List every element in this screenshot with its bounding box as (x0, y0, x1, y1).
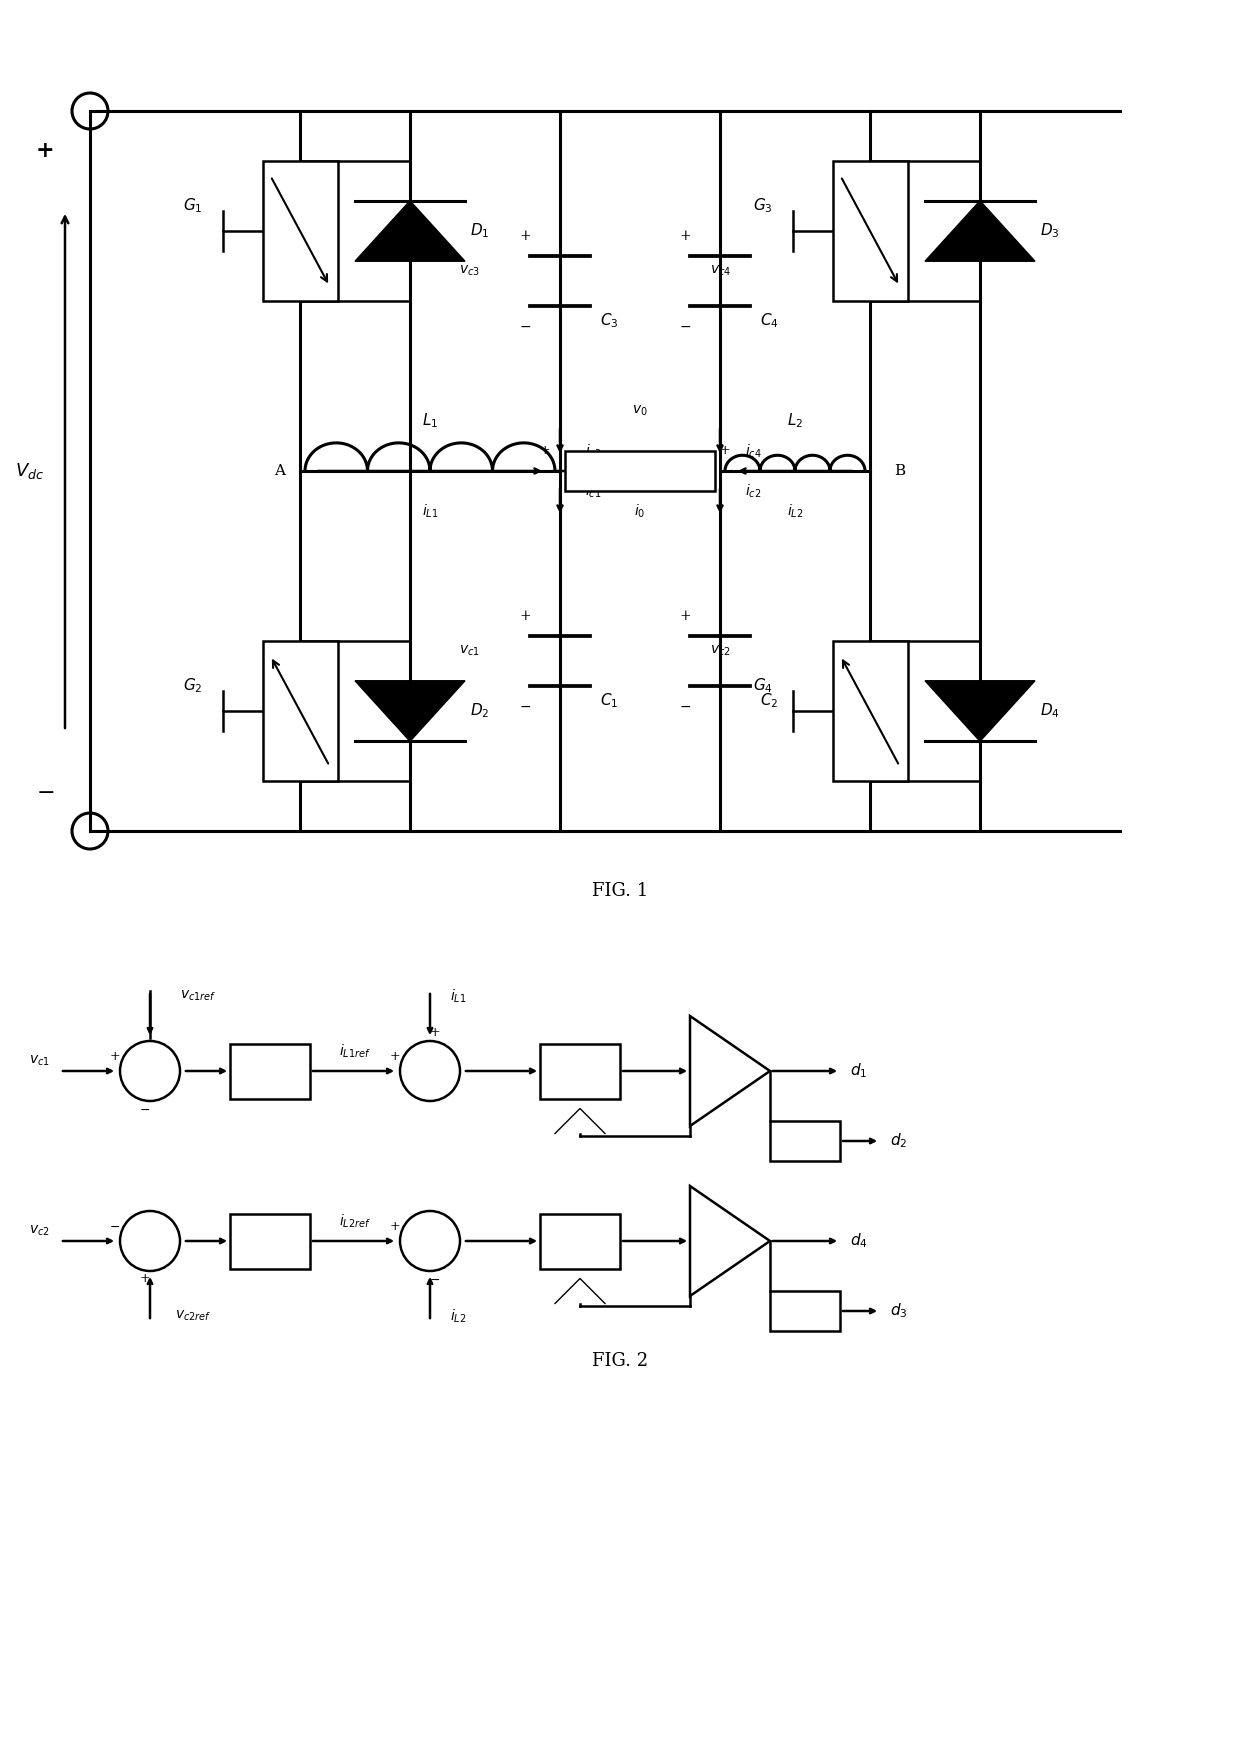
Text: +: + (701, 1045, 709, 1053)
Text: $C_3$: $C_3$ (600, 312, 619, 331)
Text: FIG. 2: FIG. 2 (591, 1353, 649, 1370)
Text: $G_1$: $G_1$ (182, 197, 202, 216)
Text: $i_{L1}$: $i_{L1}$ (450, 987, 466, 1005)
Text: $v_{c1}$: $v_{c1}$ (459, 644, 480, 658)
Text: +: + (389, 1219, 401, 1233)
Text: $-$: $-$ (139, 1102, 150, 1116)
Text: +: + (140, 1273, 150, 1285)
Polygon shape (689, 1017, 770, 1126)
Text: $d_4$: $d_4$ (849, 1231, 868, 1250)
Text: +: + (389, 1050, 401, 1062)
Text: $D_1$: $D_1$ (470, 221, 490, 240)
Text: $i_{L2}$: $i_{L2}$ (450, 1307, 466, 1325)
Text: $C_2$: $C_2$ (760, 691, 779, 710)
Text: +: + (719, 444, 730, 458)
Text: $G_2$: $G_2$ (182, 677, 202, 695)
Text: $v_{c2}$: $v_{c2}$ (711, 644, 730, 658)
Text: $L_1$: $L_1$ (422, 411, 438, 430)
FancyBboxPatch shape (263, 641, 337, 782)
Text: $D_3$: $D_3$ (1040, 221, 1060, 240)
Text: $C_4$: $C_4$ (760, 312, 779, 331)
Text: $d_3$: $d_3$ (890, 1302, 908, 1320)
Text: $v_{c4}$: $v_{c4}$ (711, 265, 732, 279)
Text: +: + (430, 1027, 440, 1039)
Text: $v_{c1ref}$: $v_{c1ref}$ (180, 989, 216, 1003)
Text: $-$: $-$ (429, 1273, 440, 1285)
Text: $-$: $-$ (518, 698, 531, 714)
Text: $i_{c1}$: $i_{c1}$ (585, 482, 601, 500)
Text: NOT: NOT (792, 1135, 818, 1146)
Text: +: + (701, 1213, 709, 1224)
FancyBboxPatch shape (832, 160, 908, 301)
Text: $i_0$: $i_0$ (635, 503, 646, 521)
Text: $D_4$: $D_4$ (1040, 702, 1060, 721)
Text: $v_{c2}$: $v_{c2}$ (30, 1224, 50, 1238)
Text: $C_1$: $C_1$ (600, 691, 619, 710)
FancyBboxPatch shape (229, 1213, 310, 1269)
Text: $G_{i1}(S)$: $G_{i1}(S)$ (562, 1064, 599, 1079)
Text: $v_{c2ref}$: $v_{c2ref}$ (175, 1309, 211, 1323)
Text: $v_{c1}$: $v_{c1}$ (30, 1053, 50, 1069)
Polygon shape (689, 1186, 770, 1295)
FancyBboxPatch shape (770, 1292, 839, 1332)
Text: $D_2$: $D_2$ (470, 702, 490, 721)
Polygon shape (355, 200, 465, 261)
FancyBboxPatch shape (832, 641, 908, 782)
Text: $v_0$: $v_0$ (632, 404, 647, 418)
Text: $d_2$: $d_2$ (890, 1132, 908, 1151)
Polygon shape (925, 681, 1035, 742)
Text: $G_{v2}(S)$: $G_{v2}(S)$ (250, 1233, 290, 1248)
FancyBboxPatch shape (539, 1043, 620, 1099)
Text: $G_3$: $G_3$ (753, 197, 773, 216)
Text: $i_{L1}$: $i_{L1}$ (422, 503, 438, 521)
Text: $G_{v1}(S)$: $G_{v1}(S)$ (250, 1064, 290, 1079)
Text: $-$: $-$ (699, 1088, 711, 1099)
Text: NOT: NOT (792, 1306, 818, 1316)
Text: $i_{L2ref}$: $i_{L2ref}$ (339, 1212, 371, 1229)
Text: $-$: $-$ (518, 319, 531, 333)
Polygon shape (925, 200, 1035, 261)
Text: +: + (520, 230, 531, 244)
FancyBboxPatch shape (770, 1121, 839, 1161)
Text: $-$: $-$ (680, 698, 691, 714)
Text: +: + (36, 139, 55, 162)
Text: $-$: $-$ (109, 1219, 120, 1233)
Text: $i_{c2}$: $i_{c2}$ (745, 482, 761, 500)
Text: B: B (894, 465, 905, 479)
Text: +: + (680, 230, 691, 244)
Text: $-$: $-$ (680, 319, 691, 333)
FancyBboxPatch shape (565, 451, 715, 491)
Text: $L_2$: $L_2$ (787, 411, 804, 430)
Text: $i_{c4}$: $i_{c4}$ (745, 442, 761, 460)
FancyBboxPatch shape (229, 1043, 310, 1099)
Text: $-$: $-$ (699, 1259, 711, 1267)
Text: $i_{c3}$: $i_{c3}$ (585, 442, 601, 460)
FancyBboxPatch shape (263, 160, 337, 301)
Text: $G_{i2}(S)$: $G_{i2}(S)$ (562, 1233, 599, 1248)
Text: $v_{c3}$: $v_{c3}$ (459, 265, 480, 279)
Text: $V_{dc}$: $V_{dc}$ (15, 461, 45, 481)
Text: +: + (680, 609, 691, 623)
Text: $d_1$: $d_1$ (849, 1062, 868, 1081)
Text: $-$: $-$ (36, 780, 55, 803)
Text: +: + (109, 1050, 120, 1062)
Text: $i_{L1ref}$: $i_{L1ref}$ (339, 1043, 371, 1060)
Text: +: + (539, 444, 551, 458)
Text: $G_4$: $G_4$ (753, 677, 773, 695)
Text: FIG. 1: FIG. 1 (591, 883, 649, 900)
Text: +: + (520, 609, 531, 623)
Text: $i_{L2}$: $i_{L2}$ (786, 503, 804, 521)
Text: A: A (274, 465, 285, 479)
FancyBboxPatch shape (539, 1213, 620, 1269)
Polygon shape (355, 681, 465, 742)
